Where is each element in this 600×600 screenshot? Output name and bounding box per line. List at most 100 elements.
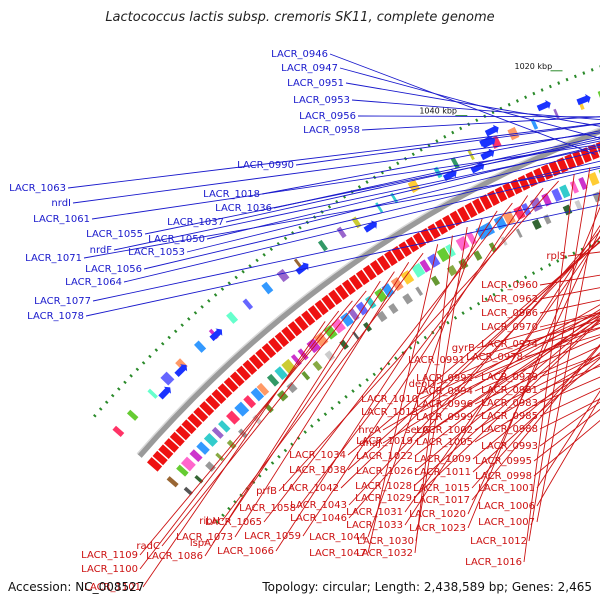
gene-label: LACR_1015 [413, 483, 470, 494]
gene-label: LACR_1029 [355, 493, 412, 504]
gene-label: LACR_1007 [478, 517, 535, 528]
gene-label: LACR_0953 [293, 95, 350, 106]
leader-line [472, 352, 600, 460]
map-title: Lactococcus lactis subsp. cremoris SK11,… [105, 10, 495, 25]
gc-block [402, 293, 413, 305]
leader-line [431, 317, 600, 431]
leader-line [142, 321, 326, 588]
gene-label: LACR_0966 [481, 308, 538, 319]
gene-label: LACR_1028 [355, 481, 412, 492]
gene-label: LACR_1012 [470, 536, 527, 547]
gene-label: LACR_0947 [281, 63, 338, 74]
gene-label: LACR_1101 [84, 582, 141, 593]
outer-feature-block [530, 118, 539, 130]
gene-label: LACR_1043 [290, 500, 347, 511]
gene-label: LACR_0994 [416, 386, 473, 397]
gene-label: LACR_1038 [289, 465, 346, 476]
gene-label: LACR_1034 [289, 450, 346, 461]
forward-feature-arrow [174, 364, 188, 377]
leader-line [471, 345, 600, 501]
label-leader-lines [67, 53, 600, 588]
gene-label: LACR_0992 [416, 373, 473, 384]
gc-block [352, 331, 360, 340]
gene-label: LACR_1058 [239, 503, 296, 514]
gene-label: LACR_0962 [481, 294, 538, 305]
gene-label: LACR_1059 [244, 531, 301, 542]
gene-label: LACR_0979 [481, 372, 538, 383]
gc-block [531, 218, 542, 230]
leader-line [414, 313, 600, 442]
gene-label: LACR_0988 [481, 424, 538, 435]
leader-line [339, 67, 600, 139]
leader-line [474, 354, 600, 418]
leader-line [91, 143, 600, 220]
leader-line [357, 115, 600, 118]
gc-block [264, 403, 274, 414]
leader-line [186, 150, 600, 253]
gene-label: LACR_1022 [356, 451, 413, 462]
leader-line [467, 228, 600, 515]
cog-block [348, 308, 360, 322]
leader-line [414, 235, 453, 554]
topology-text: Topology: circular; Length: 2,438,589 bp… [262, 580, 592, 594]
cog-block [234, 401, 250, 417]
leader-line [467, 206, 600, 529]
cog-block [180, 456, 196, 472]
gene-label: LACR_1019 [356, 436, 413, 447]
gene-label: LACR_0956 [299, 111, 356, 122]
gc-block [194, 474, 204, 484]
leader-line [204, 280, 381, 557]
forward-feature-arrow [295, 262, 309, 275]
gene-label: LACR_0960 [481, 280, 538, 291]
gene-label: LACR_1078 [27, 311, 84, 322]
leader-line [139, 310, 340, 570]
gene-label: LACR_0983 [481, 398, 538, 409]
cog-block [541, 192, 553, 207]
gc-block [238, 428, 248, 439]
cog-block [226, 410, 241, 425]
gene-label: secG [405, 425, 430, 436]
cog-block [196, 441, 210, 455]
outer-feature-block [317, 239, 328, 252]
leader-line [536, 397, 600, 507]
outer-feature-block [577, 98, 585, 110]
leader-line [413, 318, 600, 487]
leader-line [278, 180, 559, 492]
leader-line [382, 304, 600, 431]
leader-line [474, 356, 600, 431]
gene-label: LACR_1065 [205, 517, 262, 528]
leader-line [92, 192, 600, 302]
cog-block [551, 188, 563, 202]
cog-block [390, 277, 404, 292]
leader-line [536, 390, 600, 489]
outer-feature-block [450, 157, 460, 169]
gc-block [543, 214, 552, 225]
outer-feature-block [375, 202, 384, 213]
gene-label: LACR_1009 [414, 454, 471, 465]
leader-line [302, 195, 529, 537]
gc-block [301, 370, 311, 381]
cog-block [502, 210, 516, 226]
gene-label: nrdF [90, 245, 113, 256]
leader-line [161, 290, 367, 547]
gene-label: LACR_0951 [287, 78, 344, 89]
leader-line [143, 160, 600, 270]
gene-label: LACR_0991 [408, 355, 465, 366]
gc-block [473, 250, 483, 261]
cog-block [176, 464, 189, 477]
gene-label: LACR_1020 [409, 509, 466, 520]
gc-block [388, 303, 399, 314]
cog-block [166, 476, 179, 488]
cog-block [256, 382, 270, 396]
leader-line [67, 122, 600, 189]
gene-label: ribH [199, 516, 220, 527]
gene-label: LACR_1073 [176, 532, 233, 543]
gene-label: deoD [409, 379, 436, 390]
gene-label: hrcA [358, 425, 381, 436]
leader-line [474, 327, 600, 379]
inner-dotted-ring [215, 239, 600, 524]
leader-line [361, 116, 600, 131]
gene-label: LACR_0996 [416, 399, 473, 410]
leader-line [85, 204, 600, 317]
gene-label: LACR_0946 [271, 49, 328, 60]
